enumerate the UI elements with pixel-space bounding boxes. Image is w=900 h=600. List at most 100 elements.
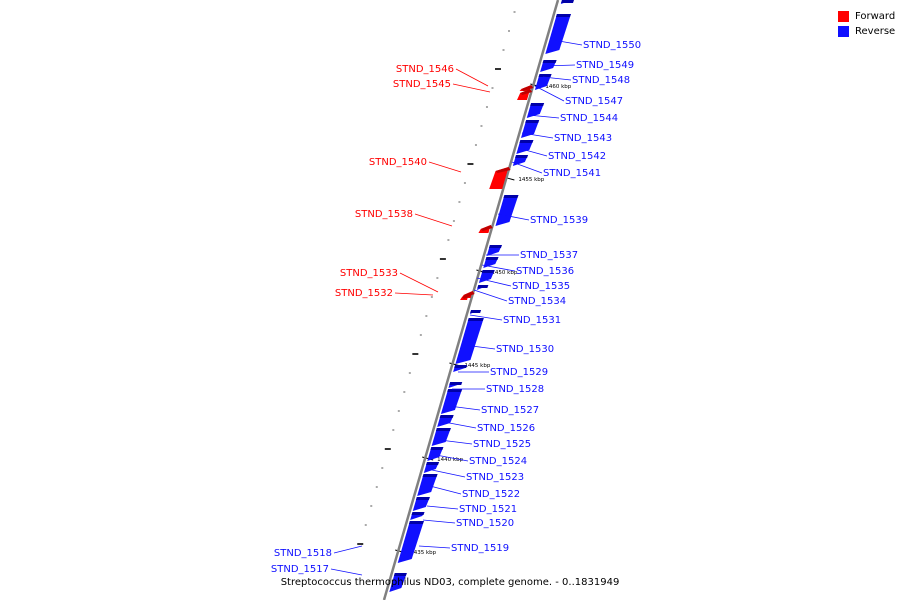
reverse-label-leader xyxy=(422,519,456,524)
reverse-gene-block[interactable] xyxy=(412,497,430,511)
reverse-gene-label[interactable]: STND_1519 xyxy=(451,543,509,554)
gene-bevel xyxy=(393,573,407,576)
reverse-label-leader xyxy=(426,505,459,510)
reverse-gene-block[interactable] xyxy=(560,0,574,4)
reverse-gene-label[interactable]: STND_1548 xyxy=(572,75,630,86)
reverse-label-leader xyxy=(435,454,469,462)
forward-gene-label[interactable]: STND_1546 xyxy=(396,64,454,75)
reverse-gene-label[interactable]: STND_1520 xyxy=(456,518,514,529)
gene-bevel xyxy=(426,462,440,465)
reverse-gene-label[interactable]: STND_1526 xyxy=(477,423,535,434)
legend-reverse-label: Reverse xyxy=(855,26,896,37)
gene-bevel xyxy=(555,14,571,17)
gene-bevel xyxy=(530,103,545,106)
gene-labels: STND_1550 STND_1549 STND_1548 STND_1547 STND… xyxy=(271,40,641,575)
reverse-gene-label[interactable]: STND_1531 xyxy=(503,315,561,326)
legend-item-forward: Forward xyxy=(838,9,895,24)
reverse-gene-label[interactable]: STND_1542 xyxy=(548,151,606,162)
reverse-gene-block[interactable] xyxy=(526,103,545,118)
reverse-gene-block[interactable] xyxy=(397,521,424,563)
reverse-gene-block[interactable] xyxy=(427,447,444,461)
reverse-gene-label[interactable]: STND_1524 xyxy=(469,456,527,467)
reverse-gene-label[interactable]: STND_1528 xyxy=(486,384,544,395)
forward-gene-block[interactable] xyxy=(517,89,533,100)
reverse-gene-block[interactable] xyxy=(483,257,499,268)
forward-gene-block[interactable] xyxy=(489,167,511,189)
reverse-gene-label[interactable]: STND_1544 xyxy=(560,113,618,124)
reverse-label-leader xyxy=(527,114,560,119)
reverse-gene-block[interactable] xyxy=(512,155,529,166)
forward-gene-label[interactable]: STND_1518 xyxy=(274,548,332,559)
reverse-gene-block[interactable] xyxy=(417,474,438,496)
reverse-gene-block[interactable] xyxy=(534,74,552,90)
forward-gene-label[interactable]: STND_1533 xyxy=(340,268,398,279)
forward-gene-block[interactable] xyxy=(519,85,534,91)
reverse-gene-block[interactable] xyxy=(478,270,495,283)
forward-gene-block[interactable] xyxy=(478,225,493,233)
reverse-gene-label[interactable]: STND_1522 xyxy=(462,489,520,500)
forward-swatch xyxy=(838,11,849,22)
gene-bevel xyxy=(462,293,472,299)
reverse-gene-label[interactable]: STND_1523 xyxy=(466,472,524,483)
reverse-label-leader xyxy=(517,147,548,157)
reverse-label-leader xyxy=(521,132,554,139)
reverse-gene-label[interactable]: STND_1529 xyxy=(490,367,548,378)
gene-bevel xyxy=(411,512,425,515)
reverse-gene-block[interactable] xyxy=(448,382,463,388)
kbp-tick-label: 1440 kbp xyxy=(437,457,463,463)
forward-gene-label[interactable]: STND_1545 xyxy=(393,79,451,90)
gene-bevel xyxy=(430,447,444,450)
reverse-gene-block[interactable] xyxy=(431,428,451,446)
gene-bevel xyxy=(470,310,482,313)
reverse-gene-label[interactable]: STND_1537 xyxy=(520,250,578,261)
reverse-gene-label[interactable]: STND_1525 xyxy=(473,439,531,450)
reverse-gene-block[interactable] xyxy=(440,389,463,414)
reverse-gene-block[interactable] xyxy=(423,462,440,473)
gene-bevel xyxy=(480,225,493,231)
reverse-gene-block[interactable] xyxy=(455,318,484,364)
genome-axis xyxy=(382,0,560,600)
gene-body xyxy=(455,318,484,364)
reverse-gene-block[interactable] xyxy=(495,195,519,226)
reverse-gene-label[interactable]: STND_1530 xyxy=(496,344,554,355)
gene-bevel xyxy=(485,257,499,260)
forward-gene-label[interactable]: STND_1532 xyxy=(335,288,393,299)
reverse-gene-label[interactable]: STND_1536 xyxy=(516,266,574,277)
gene-bevel xyxy=(481,270,495,273)
reverse-gene-label[interactable]: STND_1527 xyxy=(481,405,539,416)
reverse-gene-block[interactable] xyxy=(476,285,489,290)
gene-bevel xyxy=(467,318,484,321)
reverse-gene-block[interactable] xyxy=(410,512,425,520)
reverse-gene-label[interactable]: STND_1521 xyxy=(459,504,517,515)
reverse-gene-block[interactable] xyxy=(389,573,407,592)
kbp-tick-label: 1450 kbp xyxy=(491,270,517,276)
reverse-gene-block[interactable] xyxy=(545,14,571,54)
reverse-gene-label[interactable]: STND_1534 xyxy=(508,296,566,307)
reverse-gene-block[interactable] xyxy=(453,365,468,372)
gene-bevel xyxy=(495,167,511,173)
reverse-gene-label[interactable]: STND_1539 xyxy=(530,215,588,226)
gene-body xyxy=(417,474,438,496)
forward-gene-label[interactable]: STND_1538 xyxy=(355,209,413,220)
gene-bevel xyxy=(520,89,533,95)
gene-body xyxy=(412,497,430,511)
gene-bevel xyxy=(422,474,438,477)
forward-gene-block[interactable] xyxy=(460,293,472,300)
legend-forward-label: Forward xyxy=(855,11,896,22)
reverse-gene-label[interactable]: STND_1550 xyxy=(583,40,641,51)
reverse-label-leader xyxy=(448,405,481,411)
reverse-gene-label[interactable]: STND_1547 xyxy=(565,96,623,107)
gene-bevel xyxy=(439,415,454,418)
forward-gene-label[interactable]: STND_1517 xyxy=(271,564,329,575)
reverse-gene-label[interactable]: STND_1541 xyxy=(543,168,601,179)
reverse-label-leader xyxy=(429,485,462,495)
reverse-gene-label[interactable]: STND_1543 xyxy=(554,133,612,144)
reverse-gene-block[interactable] xyxy=(437,415,454,427)
reverse-gene-block[interactable] xyxy=(469,310,482,314)
forward-gene-label[interactable]: STND_1540 xyxy=(369,157,427,168)
gene-bevel xyxy=(519,140,534,143)
reverse-gene-label[interactable]: STND_1549 xyxy=(576,60,634,71)
reverse-gene-block[interactable] xyxy=(486,245,502,256)
reverse-gene-block[interactable] xyxy=(516,140,534,154)
reverse-gene-label[interactable]: STND_1535 xyxy=(512,281,570,292)
